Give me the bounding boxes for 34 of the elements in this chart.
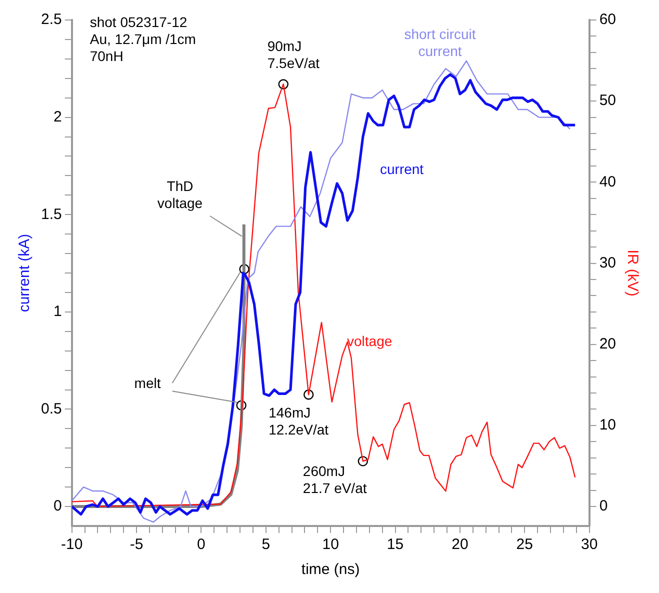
x-tick-label: 30 [580,536,598,554]
y-tick-label: 2 [54,108,62,126]
y-tick-label: 1 [54,303,62,320]
annotation: 146mJ 12.2eV/at [268,404,329,438]
y-tick-label: 0.5 [40,400,62,418]
x-axis-title: time (ns) [301,561,360,578]
y2-axis-title: IR (kV) [624,250,641,296]
x-tick-label: -10 [61,536,83,554]
y-tick-label: 2.5 [40,11,62,28]
annotation: 90mJ 7.5eV/at [267,38,320,72]
x-tick-label: -5 [130,536,144,554]
y2-tick-label: 0 [599,498,608,515]
x-tick-label: 20 [452,536,468,554]
y2-tick-label: 10 [599,416,616,434]
x-tick-label: 15 [386,536,404,554]
annotation: 260mJ 21.7 eV/at [302,463,367,496]
annotation: shot 052317-12 Au, 12.7μm /1cm 70nH [90,14,196,64]
series-label: voltage [347,332,392,349]
y-tick-label: 0 [54,498,62,515]
y2-tick-label: 40 [599,173,616,190]
x-tick-label: 25 [516,536,533,554]
y2-tick-label: 30 [599,254,616,272]
y2-tick-label: 50 [599,92,616,110]
y-axis-title: current (kA) [16,234,34,312]
annotation: melt [134,374,161,391]
y-tick-label: 1.5 [40,206,62,223]
text: ThD voltage [157,178,203,211]
y2-tick-label: 60 [599,11,616,28]
x-tick-label: 10 [322,536,339,554]
series-label: short circuit current [404,26,476,59]
x-tick-label: 5 [262,536,270,554]
x-tick-label: 0 [197,536,206,554]
y2-tick-label: 20 [599,336,616,352]
series-label: current [380,160,424,177]
